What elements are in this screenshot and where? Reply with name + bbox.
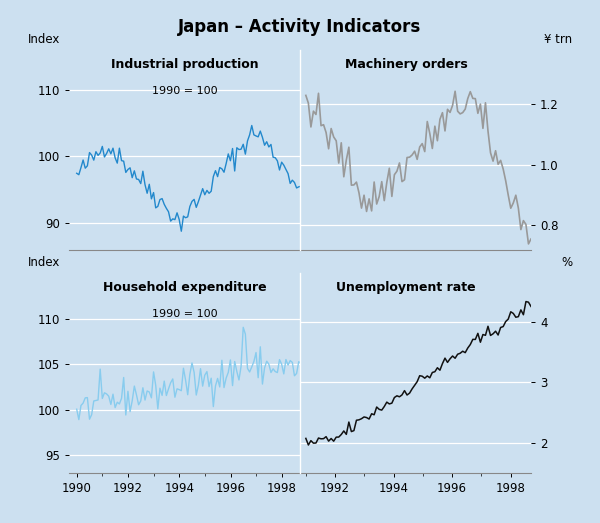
Text: Index: Index [28,256,60,269]
Text: %: % [562,256,572,269]
Text: 1990 = 100: 1990 = 100 [152,86,217,96]
Text: ¥ trn: ¥ trn [544,33,572,46]
Text: Industrial production: Industrial production [110,58,259,71]
Text: Household expenditure: Household expenditure [103,281,266,294]
Text: Unemployment rate: Unemployment rate [337,281,476,294]
Text: Japan – Activity Indicators: Japan – Activity Indicators [178,18,422,36]
Text: Index: Index [28,33,60,46]
Text: Machinery orders: Machinery orders [345,58,467,71]
Text: 1990 = 100: 1990 = 100 [152,310,217,320]
